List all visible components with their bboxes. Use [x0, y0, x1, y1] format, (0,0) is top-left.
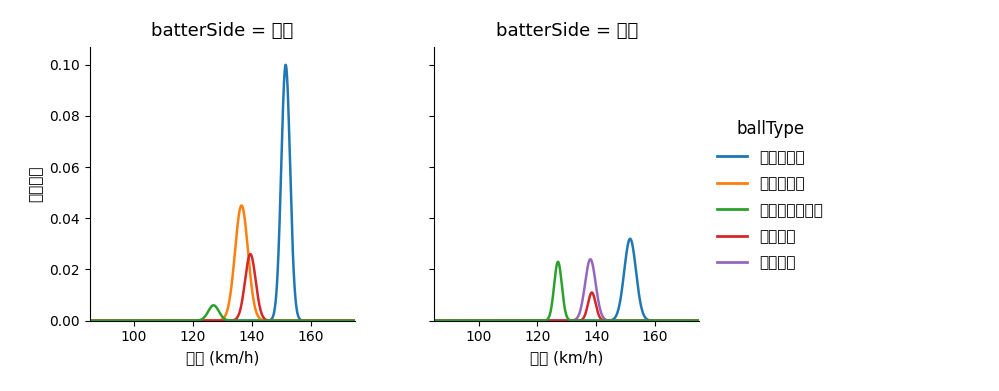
- X-axis label: 球速 (km/h): 球速 (km/h): [186, 350, 259, 365]
- Legend: ストレート, スライダー, ナックルカーブ, フォーク, シンカー: ストレート, スライダー, ナックルカーブ, フォーク, シンカー: [717, 120, 823, 271]
- X-axis label: 球速 (km/h): 球速 (km/h): [530, 350, 603, 365]
- Title: batterSide = 右打: batterSide = 右打: [151, 22, 294, 40]
- Y-axis label: 確率密度: 確率密度: [29, 165, 44, 202]
- Title: batterSide = 左打: batterSide = 左打: [496, 22, 638, 40]
